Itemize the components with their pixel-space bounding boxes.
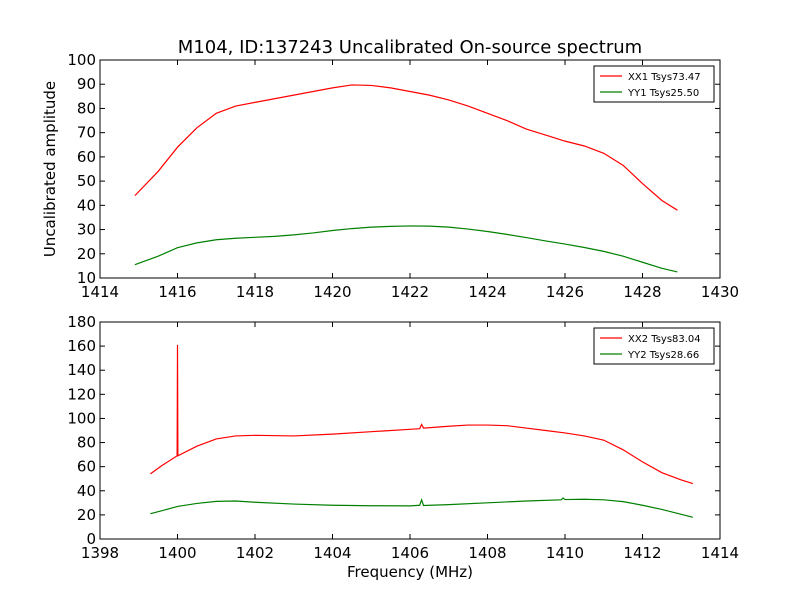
top-plot: 1414 1416 1418 1420 1422 1424 1426 1428 1430 10 20… (67, 51, 739, 301)
top-x-tick-label: 1424 (468, 283, 506, 301)
bottom-xlabel: Frequency (MHz) (347, 563, 473, 581)
bottom-plot: 1398 1400 1402 1404 1406 1408 1410 1412 1414 0 20 4… (67, 313, 739, 562)
bottom-legend-label-1: YY2 Tsys28.66 (627, 350, 699, 361)
bottom-x-tick-label: 1408 (468, 544, 506, 562)
top-x-tick-label: 1422 (391, 283, 429, 301)
bottom-y-tick-label: 0 (86, 530, 96, 548)
bottom-series-line-0 (150, 344, 694, 485)
bottom-y-tick-label: 80 (77, 434, 96, 452)
bottom-y-tick-label: 20 (77, 506, 96, 524)
bottom-y-tick-label: 40 (77, 482, 96, 500)
bottom-y-tick-label: 180 (67, 313, 96, 331)
top-y-tick-label: 60 (77, 148, 96, 166)
bottom-x-tick-label: 1414 (701, 544, 739, 562)
figure-title: M104, ID:137243 Uncalibrated On-source s… (178, 37, 642, 58)
top-series-line-0 (134, 84, 678, 211)
top-y-tick-label: 70 (77, 124, 96, 142)
top-y-tick-label: 40 (77, 196, 96, 214)
bottom-x-tick-label: 1404 (313, 544, 351, 562)
top-y-tick-label: 80 (77, 99, 96, 117)
top-y-tick-label: 90 (77, 75, 96, 93)
bottom-legend: XX2 Tsys83.04 YY2 Tsys28.66 (593, 327, 715, 365)
bottom-legend-box (593, 327, 715, 365)
bottom-x-tick-label: 1400 (158, 544, 196, 562)
top-y-tick-label: 50 (77, 172, 96, 190)
top-y-tick-label: 30 (77, 221, 96, 239)
top-x-tick-label: 1414 (81, 283, 119, 301)
top-x-tick-label: 1430 (701, 283, 739, 301)
top-y-tick-label: 20 (77, 245, 96, 263)
top-x-tick-label: 1426 (546, 283, 584, 301)
bottom-x-tick-label: 1412 (623, 544, 661, 562)
top-series-line-1 (134, 225, 678, 273)
bottom-y-tick-label: 160 (67, 337, 96, 355)
top-x-tick-label: 1428 (623, 283, 661, 301)
top-y-tick-label: 100 (67, 51, 96, 69)
bottom-y-tick-label: 140 (67, 361, 96, 379)
top-legend-label-0: XX1 Tsys73.47 (628, 72, 701, 83)
bottom-x-tick-label: 1398 (81, 544, 119, 562)
bottom-legend-label-0: XX2 Tsys83.04 (628, 334, 701, 345)
bottom-y-tick-label: 120 (67, 385, 96, 403)
bottom-x-tick-label: 1402 (236, 544, 274, 562)
top-legend-box (593, 65, 715, 103)
top-ylabel: Uncalibrated amplitude (41, 81, 59, 257)
top-x-tick-label: 1418 (236, 283, 274, 301)
top-x-tick-label: 1416 (158, 283, 196, 301)
top-x-tick-label: 1420 (313, 283, 351, 301)
bottom-x-tick-label: 1410 (546, 544, 584, 562)
top-legend: XX1 Tsys73.47 YY1 Tsys25.50 (593, 65, 715, 103)
top-y-tick-label: 10 (77, 269, 96, 287)
bottom-y-tick-label: 100 (67, 409, 96, 427)
bottom-y-tick-label: 60 (77, 458, 96, 476)
bottom-x-tick-label: 1406 (391, 544, 429, 562)
top-legend-label-1: YY1 Tsys25.50 (627, 88, 699, 99)
bottom-series-line-1 (150, 497, 694, 518)
